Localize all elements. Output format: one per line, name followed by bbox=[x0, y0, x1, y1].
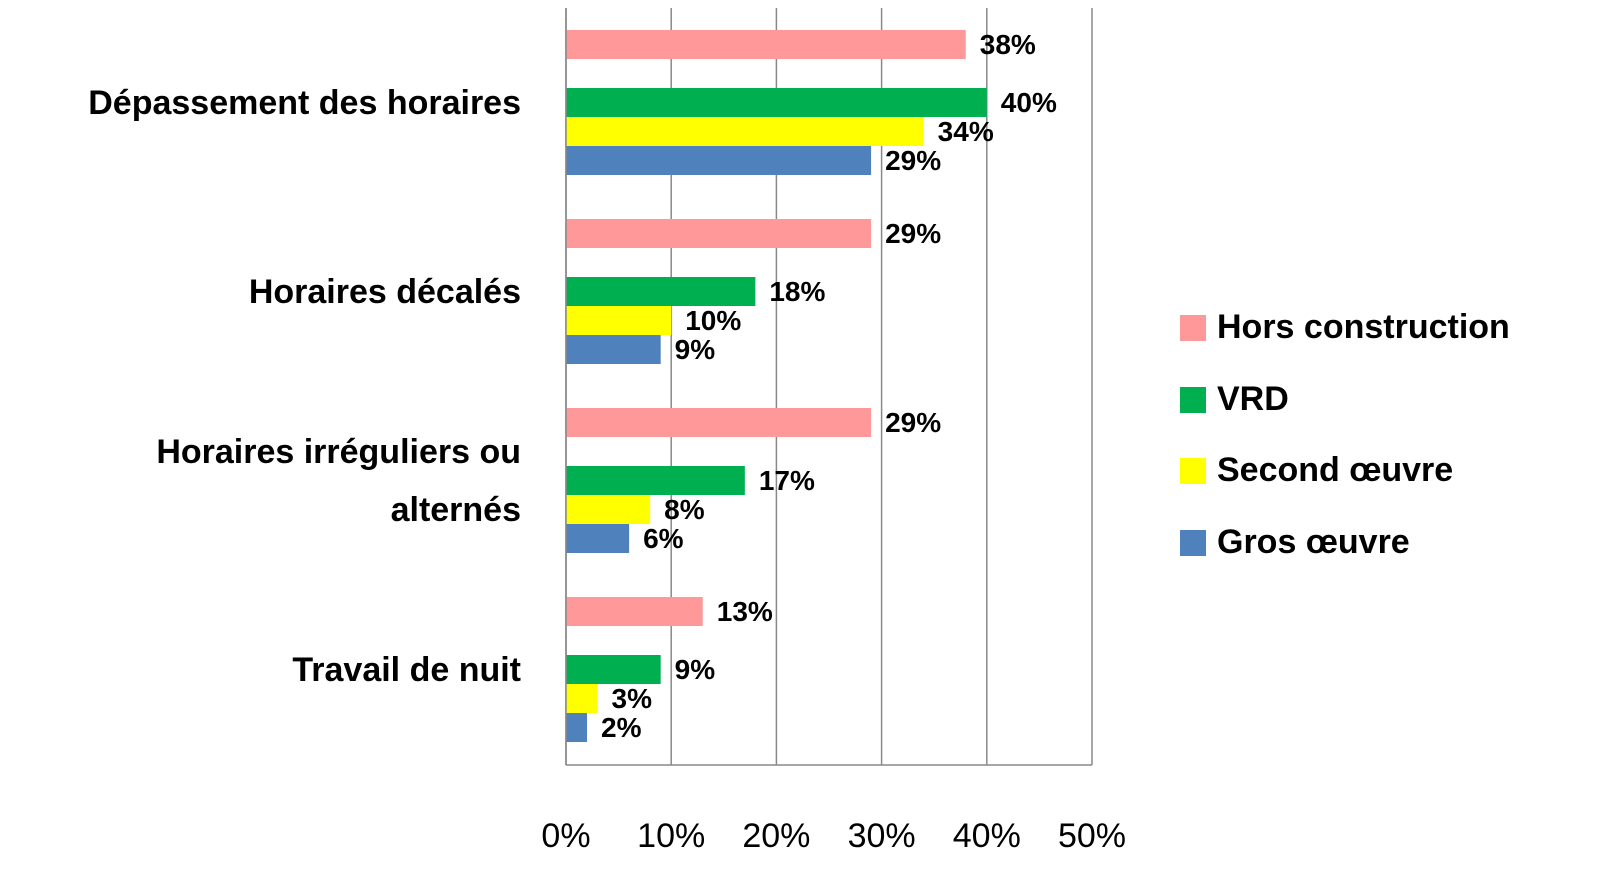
value-label: 10% bbox=[685, 305, 741, 336]
value-label: 29% bbox=[885, 145, 941, 176]
bar bbox=[566, 88, 987, 117]
legend-swatch bbox=[1180, 387, 1206, 413]
bar bbox=[566, 30, 966, 59]
bar bbox=[566, 495, 651, 524]
value-label: 29% bbox=[885, 218, 941, 249]
value-label: 40% bbox=[1001, 87, 1057, 118]
value-label: 9% bbox=[675, 654, 716, 685]
x-tick-label: 40% bbox=[953, 817, 1021, 855]
legend-label: Second œuvre bbox=[1217, 451, 1453, 489]
legend-label: VRD bbox=[1217, 380, 1289, 418]
value-label: 8% bbox=[664, 494, 705, 525]
value-label: 9% bbox=[675, 334, 716, 365]
x-tick-label: 0% bbox=[541, 817, 590, 855]
value-label: 13% bbox=[717, 596, 773, 627]
bar bbox=[566, 146, 872, 175]
legend-swatch bbox=[1180, 458, 1206, 484]
bar bbox=[566, 335, 661, 364]
bar bbox=[566, 713, 588, 742]
value-label: 3% bbox=[612, 683, 653, 714]
bar bbox=[566, 466, 745, 495]
bar bbox=[566, 408, 872, 437]
bar bbox=[566, 117, 924, 146]
bar bbox=[566, 524, 630, 553]
bar bbox=[566, 684, 598, 713]
x-tick-label: 30% bbox=[848, 817, 916, 855]
value-label: 6% bbox=[643, 523, 684, 554]
value-label: 18% bbox=[769, 276, 825, 307]
x-tick-label: 20% bbox=[742, 817, 810, 855]
bar bbox=[566, 655, 661, 684]
x-tick-label: 50% bbox=[1058, 817, 1126, 855]
value-label: 34% bbox=[938, 116, 994, 147]
legend-swatch bbox=[1180, 315, 1206, 341]
bar bbox=[566, 277, 756, 306]
category-label: Horaires décalés bbox=[248, 273, 521, 311]
bar bbox=[566, 597, 703, 626]
bar bbox=[566, 306, 672, 335]
category-label: Dépassement des horaires bbox=[88, 84, 521, 122]
value-label: 29% bbox=[885, 407, 941, 438]
x-tick-label: 10% bbox=[637, 817, 705, 855]
category-label: Travail de nuit bbox=[292, 651, 521, 689]
value-label: 2% bbox=[601, 712, 642, 743]
bar bbox=[566, 219, 872, 248]
legend-swatch bbox=[1180, 530, 1206, 556]
value-label: 17% bbox=[759, 465, 815, 496]
category-label: Horaires irréguliers ou alternés bbox=[156, 433, 521, 529]
legend-label: Hors construction bbox=[1217, 308, 1510, 346]
value-label: 38% bbox=[980, 29, 1036, 60]
legend-label: Gros œuvre bbox=[1217, 523, 1410, 561]
